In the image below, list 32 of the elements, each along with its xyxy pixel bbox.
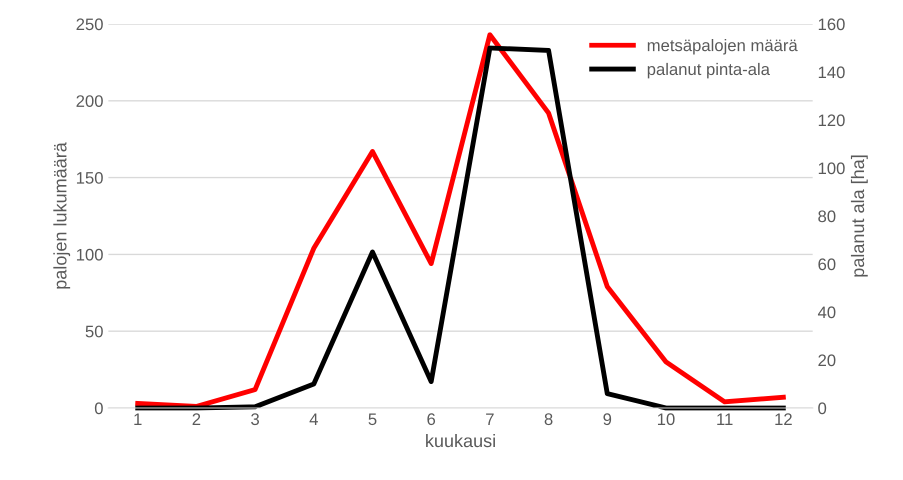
legend-label: palanut pinta-ala: [648, 62, 770, 78]
y2-tick-label: 100: [818, 162, 845, 174]
y2-tick-label: 120: [818, 114, 845, 126]
y-tick-label: 50: [86, 326, 103, 338]
y2-tick-label: 40: [818, 306, 836, 318]
y2-tick-label: 0: [818, 402, 826, 414]
y2-tick-label: 140: [818, 66, 845, 78]
y-tick-label: 100: [76, 248, 103, 261]
y2-tick-label: 60: [818, 258, 836, 270]
y2-tick-label: 80: [818, 210, 836, 222]
x-tick-label: 9: [603, 413, 612, 426]
legend-label: metsäpalojen määrä: [648, 39, 798, 55]
y2-axis-title: palanut ala [ha]: [850, 156, 868, 277]
y-tick-label: 150: [76, 172, 103, 184]
y-tick-label: 250: [76, 18, 103, 30]
x-tick-label: 2: [192, 413, 200, 425]
x-tick-label: 7: [486, 413, 494, 425]
x-tick-label: 5: [368, 413, 376, 426]
x-tick-label: 10: [658, 413, 675, 426]
y-tick-label: 0: [94, 402, 103, 414]
x-tick-label: 3: [251, 413, 259, 426]
x-tick-label: 8: [544, 413, 552, 426]
x-tick-label: 6: [427, 413, 436, 426]
y2-tick-label: 160: [818, 18, 845, 30]
y-tick-label: 200: [76, 95, 103, 108]
x-tick-label: 1: [134, 413, 142, 425]
y2-tick-label: 20: [818, 354, 836, 366]
x-tick-label: 12: [775, 413, 792, 425]
x-tick-label: 4: [310, 413, 318, 425]
y-axis-title: palojen lukumäärä: [53, 142, 70, 289]
x-axis-title: kuukausi: [426, 434, 495, 448]
x-tick-label: 11: [717, 413, 732, 425]
